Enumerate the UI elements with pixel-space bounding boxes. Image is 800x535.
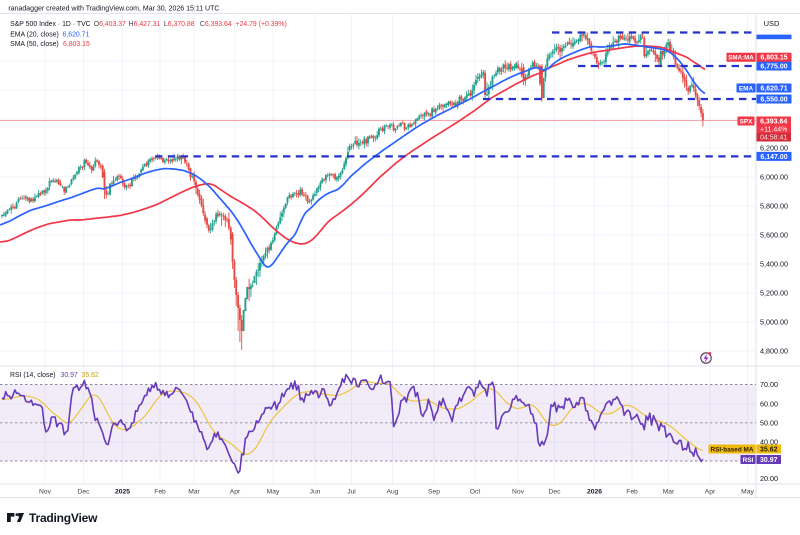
svg-text:Mar: Mar: [663, 489, 675, 496]
svg-text:Dec: Dec: [549, 489, 562, 496]
svg-text:Jun: Jun: [310, 489, 321, 496]
svg-text:Mar: Mar: [188, 489, 200, 496]
svg-text:EMA (20, close): EMA (20, close): [10, 32, 59, 39]
svg-text:RSI: RSI: [743, 457, 754, 464]
svg-text:60.00: 60.00: [760, 399, 778, 408]
svg-text:6,620.71: 6,620.71: [760, 86, 787, 93]
svg-text:6,803.15: 6,803.15: [63, 41, 90, 48]
svg-text:+11.44%: +11.44%: [760, 126, 787, 133]
svg-text:EMA: EMA: [739, 86, 754, 93]
svg-text:6,775.00: 6,775.00: [760, 64, 787, 71]
svg-text:SMA:MA: SMA:MA: [728, 55, 754, 62]
svg-text:Sep: Sep: [428, 489, 440, 496]
svg-text:TradingView: TradingView: [29, 511, 98, 525]
svg-text:5,600.00: 5,600.00: [760, 231, 788, 240]
svg-text:6,200.00: 6,200.00: [760, 144, 788, 153]
svg-text:30.97: 30.97: [61, 372, 78, 379]
svg-text:35.62: 35.62: [82, 372, 99, 379]
svg-text:C6,393.64: C6,393.64: [200, 21, 232, 28]
svg-text:50.00: 50.00: [760, 418, 778, 427]
svg-text:5,800.00: 5,800.00: [760, 202, 788, 211]
svg-text:2025: 2025: [115, 489, 130, 496]
svg-text:Dec: Dec: [78, 489, 91, 496]
svg-text:O6,403.37: O6,403.37: [94, 21, 126, 28]
svg-text:Apr: Apr: [230, 489, 241, 496]
svg-text:May: May: [741, 489, 754, 496]
svg-text:6,000.00: 6,000.00: [760, 173, 788, 182]
svg-text:L6,370.88: L6,370.88: [164, 21, 195, 28]
svg-text:70.00: 70.00: [760, 380, 778, 389]
svg-text:04:58:41: 04:58:41: [760, 135, 787, 142]
svg-text:40.00: 40.00: [760, 438, 778, 447]
svg-text:6,147.00: 6,147.00: [760, 154, 787, 161]
svg-text:SMA (50, close): SMA (50, close): [10, 41, 59, 48]
svg-text:RSI (14, close): RSI (14, close): [10, 372, 56, 379]
svg-text:20.00: 20.00: [760, 474, 778, 483]
svg-text:S&P 500 Index · 1D · TVC: S&P 500 Index · 1D · TVC: [10, 21, 91, 28]
svg-text:RSI-based MA: RSI-based MA: [711, 447, 754, 454]
svg-text:5,200.00: 5,200.00: [760, 289, 788, 298]
svg-text:USD: USD: [764, 19, 780, 28]
svg-text:6,550.00: 6,550.00: [760, 97, 787, 104]
svg-text:H6,427.31: H6,427.31: [129, 21, 161, 28]
svg-text:Aug: Aug: [387, 489, 399, 496]
svg-text:35.62: 35.62: [760, 447, 778, 454]
svg-text:ranadagger created with Tradin: ranadagger created with TradingView.com,…: [8, 6, 219, 13]
svg-text:Oct: Oct: [470, 489, 481, 496]
svg-text:5,000.00: 5,000.00: [760, 318, 788, 327]
svg-text:Feb: Feb: [626, 489, 638, 496]
svg-text:Jul: Jul: [347, 489, 356, 496]
svg-text:Feb: Feb: [154, 489, 166, 496]
svg-text:Nov: Nov: [512, 489, 525, 496]
svg-text:Nov: Nov: [39, 489, 52, 496]
svg-text:Apr: Apr: [705, 489, 716, 496]
svg-text:5,400.00: 5,400.00: [760, 260, 788, 269]
svg-text:4,800.00: 4,800.00: [760, 347, 788, 356]
svg-text:6,803.15: 6,803.15: [760, 55, 787, 62]
svg-text:2026: 2026: [587, 489, 602, 496]
svg-text:6,620.71: 6,620.71: [63, 32, 90, 39]
svg-text:+24.79 (+0.39%): +24.79 (+0.39%): [236, 21, 287, 28]
svg-text:30.97: 30.97: [760, 457, 778, 464]
svg-text:SPX: SPX: [740, 119, 754, 126]
svg-text:6,393.64: 6,393.64: [760, 118, 787, 125]
svg-text:May: May: [267, 489, 280, 496]
